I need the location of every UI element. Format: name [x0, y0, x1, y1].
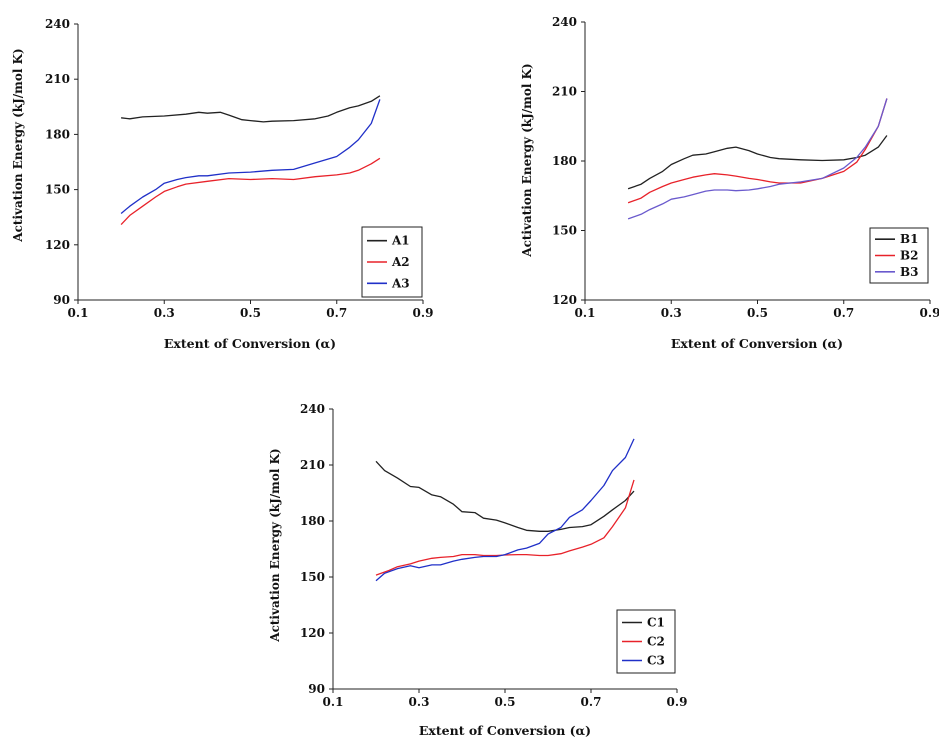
y-tick-label: 180	[552, 154, 577, 168]
y-tick-label: 120	[552, 293, 577, 307]
y-tick-label: 210	[552, 85, 577, 99]
x-tick-label: 0.7	[326, 306, 347, 320]
x-tick-label: 0.7	[833, 306, 854, 320]
y-axis-label: Activation Energy (kJ/mol K)	[11, 48, 25, 242]
series-line-b1	[627, 135, 888, 190]
legend-label-c1: C1	[647, 616, 665, 630]
legend: B1 B2 B3	[869, 227, 929, 284]
y-tick-label: 210	[45, 72, 70, 86]
y-tick-label: 90	[308, 682, 325, 696]
series-line-c3	[375, 438, 635, 582]
x-tick-label: 0.1	[68, 306, 89, 320]
legend-label-c3: C3	[647, 654, 665, 668]
legend-label-b1: B1	[900, 232, 919, 246]
y-tick-label: 120	[300, 626, 325, 640]
chart-panel-3: 90 120 150 180 210 240 0.1 0.3 0.5 0.7 0.9 Extent o…	[268, 402, 687, 737]
legend-label-c2: C2	[647, 635, 665, 649]
x-axis-label: Extent of Conversion (α)	[671, 336, 843, 351]
series-line-b2	[627, 98, 888, 204]
series-line-c2	[375, 479, 635, 576]
x-axis-label: Extent of Conversion (α)	[419, 723, 591, 737]
y-tick-label: 90	[53, 293, 70, 307]
y-axis-label: Activation Energy (kJ/mol K)	[268, 448, 282, 642]
x-tick-label: 0.3	[154, 306, 175, 320]
x-tick-label: 0.9	[413, 306, 434, 320]
legend: A1 A2 A3	[361, 226, 423, 298]
x-tick-label: 0.5	[240, 306, 261, 320]
legend-label-b3: B3	[900, 265, 919, 279]
y-axis-label: Activation Energy (kJ/mol K)	[520, 63, 534, 257]
x-tick-label: 0.9	[667, 695, 688, 709]
legend: C1 C2 C3	[616, 609, 676, 674]
x-tick-label: 0.5	[495, 695, 516, 709]
chart-panel-1: 90 120 150 180 210 240 0.1 0.3 0.5 0.7 0.9 Extent o…	[11, 17, 433, 351]
y-tick-label: 180	[45, 127, 70, 141]
y-tick-label: 240	[552, 15, 577, 29]
y-tick-label: 210	[300, 458, 325, 472]
x-tick-label: 0.5	[747, 306, 768, 320]
series-line-a3	[120, 99, 381, 214]
x-tick-label: 0.1	[323, 695, 344, 709]
x-tick-label: 0.1	[575, 306, 596, 320]
x-tick-label: 0.3	[661, 306, 682, 320]
legend-label-a2: A2	[391, 255, 410, 269]
y-tick-label: 240	[300, 402, 325, 416]
chart-panel-2: 120 150 180 210 240 0.1 0.3 0.5 0.7 0.9 Extent of …	[520, 15, 939, 351]
y-tick-label: 150	[300, 570, 325, 584]
x-axis-label: Extent of Conversion (α)	[164, 336, 336, 351]
y-tick-label: 150	[45, 183, 70, 197]
series-line-c1	[375, 460, 635, 532]
series-line-a2	[120, 157, 381, 226]
legend-label-a3: A3	[391, 276, 410, 290]
y-tick-label: 120	[45, 238, 70, 252]
x-tick-label: 0.3	[409, 695, 430, 709]
legend-label-b2: B2	[900, 249, 919, 263]
x-tick-label: 0.9	[920, 306, 939, 320]
x-tick-label: 0.7	[581, 695, 602, 709]
y-tick-label: 150	[552, 224, 577, 238]
series-line-b3	[627, 98, 888, 220]
series-line-a1	[121, 95, 381, 123]
y-tick-label: 180	[300, 514, 325, 528]
y-tick-label: 240	[45, 17, 70, 31]
legend-label-a1: A1	[391, 234, 410, 248]
